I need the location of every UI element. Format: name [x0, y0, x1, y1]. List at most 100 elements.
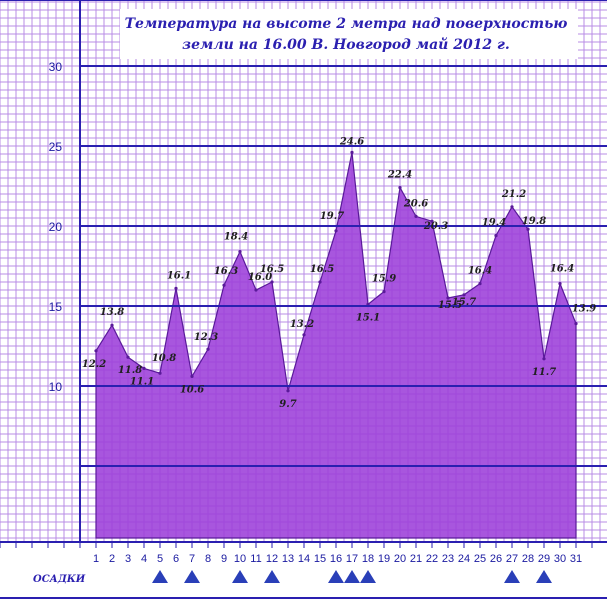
precipitation-label: ОСАДКИ [33, 574, 86, 585]
data-label: 10.8 [152, 353, 176, 364]
data-point [158, 371, 162, 375]
precipitation-marker [184, 570, 200, 583]
data-label: 16.4 [468, 266, 492, 277]
data-point [558, 282, 562, 286]
data-label: 11.8 [118, 365, 142, 376]
x-tick-label: 31 [570, 553, 582, 565]
data-point [222, 283, 226, 287]
data-label: 10.6 [180, 384, 204, 395]
x-tick-label: 1 [93, 553, 99, 565]
data-point [318, 280, 322, 284]
data-label: 13.9 [572, 304, 596, 315]
data-point [574, 322, 578, 326]
data-label: 15.7 [452, 297, 476, 308]
x-tick-label: 16 [330, 553, 342, 565]
x-tick-label: 23 [442, 553, 454, 565]
x-tick-label: 10 [234, 553, 246, 565]
x-tick-label: 17 [346, 553, 358, 565]
data-point [382, 290, 386, 294]
chart-title: Температура на высоте 2 метра над поверх… [120, 9, 578, 59]
data-point [542, 357, 546, 361]
data-point [174, 286, 178, 290]
data-label: 18.4 [224, 232, 248, 243]
x-tick-label: 20 [394, 553, 406, 565]
y-tick-label: 15 [49, 300, 63, 314]
data-label: 16.5 [310, 264, 334, 275]
data-label: 16.0 [248, 272, 272, 283]
y-tick-label: 25 [49, 140, 63, 154]
data-point [430, 219, 434, 223]
data-label: 19.8 [522, 216, 546, 227]
x-tick-labels: 1 2 3 4 5 6 7 8 9 10 11 12 13 14 15 16 17 18 19 20 21 22 23 24 2… [93, 553, 582, 565]
data-point [286, 389, 290, 393]
data-label: 12.2 [82, 359, 106, 370]
data-point [446, 296, 450, 300]
data-label: 15.5 [438, 300, 462, 311]
data-point [478, 282, 482, 286]
x-tick-label: 15 [314, 553, 326, 565]
precipitation-marker [536, 570, 552, 583]
x-tick-label: 25 [474, 553, 486, 565]
data-label: 20.3 [423, 221, 448, 232]
x-tick-label: 21 [410, 553, 422, 565]
data-point [254, 288, 258, 292]
data-point [398, 186, 402, 190]
x-tick-label: 29 [538, 553, 550, 565]
x-tick-label: 11 [250, 553, 261, 565]
x-tick-label: 9 [221, 553, 227, 565]
data-point [302, 333, 306, 337]
data-point [238, 250, 242, 254]
data-labels: 12.2 13.8 11.811.1 10.8 16.1 10.6 12.3 16.3 18.4… [82, 136, 596, 409]
data-point [206, 347, 210, 351]
data-point [494, 234, 498, 238]
data-point [126, 355, 130, 359]
x-tick-label: 3 [125, 553, 131, 565]
data-label: 15.1 [356, 312, 380, 323]
x-tick-label: 13 [282, 553, 294, 565]
x-tick-label: 5 [157, 553, 163, 565]
x-tick-label: 24 [458, 553, 470, 565]
data-point [526, 227, 530, 231]
x-tick-label: 30 [554, 553, 566, 565]
data-label: 16.5 [260, 264, 284, 275]
y-tick-label: 10 [49, 380, 63, 394]
x-tick-label: 18 [362, 553, 374, 565]
data-label: 11.7 [532, 367, 556, 378]
data-label: 16.1 [167, 270, 191, 281]
x-tick-label: 8 [205, 553, 211, 565]
x-tick-label: 6 [173, 553, 179, 565]
data-point [414, 214, 418, 218]
x-tick-label: 28 [522, 553, 534, 565]
x-tick-label: 4 [141, 553, 147, 565]
data-point [142, 366, 146, 370]
data-point [110, 323, 114, 327]
data-point [510, 205, 514, 209]
data-label: 22.4 [387, 170, 412, 181]
data-point [334, 229, 338, 233]
precipitation-marker [360, 570, 376, 583]
x-tick-label: 14 [298, 553, 310, 565]
data-label: 16.4 [550, 264, 574, 275]
precipitation-marker [264, 570, 280, 583]
data-label: 11.1 [130, 376, 154, 387]
x-tick-label: 12 [266, 553, 278, 565]
data-point [270, 280, 274, 284]
x-tick-label: 27 [506, 553, 518, 565]
data-point [190, 374, 194, 378]
precipitation-marker [344, 570, 360, 583]
data-label: 13.2 [290, 319, 314, 330]
x-tick-label: 22 [426, 553, 438, 565]
data-label: 19.7 [320, 211, 344, 222]
precipitation-marker [328, 570, 344, 583]
data-point [94, 349, 98, 353]
temperature-area [95, 152, 577, 539]
title-box [120, 9, 578, 59]
x-tick-label: 19 [378, 553, 390, 565]
y-tick-label: 20 [49, 220, 63, 234]
data-label: 19.4 [482, 218, 506, 229]
data-label: 12.3 [194, 332, 218, 343]
title-line-2: земли на 16.00 В. Новгород май 2012 г. [182, 36, 510, 53]
data-point [462, 293, 466, 297]
